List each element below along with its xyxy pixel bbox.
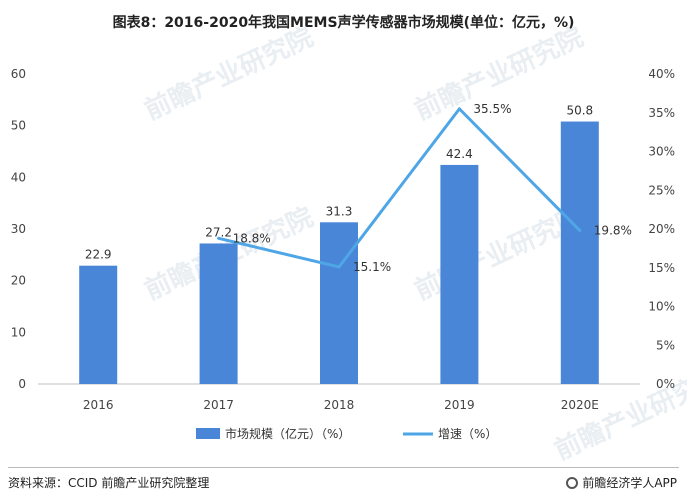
growth-value-label: 18.8% — [233, 231, 271, 245]
left-axis-tick-label: 20 — [11, 274, 26, 288]
x-axis-tick-label: 2017 — [203, 398, 234, 412]
bar-value-label: 22.9 — [85, 248, 112, 262]
growth-value-label: 35.5% — [473, 102, 511, 116]
bar — [320, 222, 358, 384]
x-axis-tick-label: 2020E — [561, 398, 599, 412]
left-axis-tick-label: 40 — [11, 170, 26, 184]
growth-point — [337, 265, 341, 269]
brand-logo-icon — [566, 476, 579, 489]
bar-value-label: 27.2 — [205, 225, 232, 239]
growth-point — [217, 236, 221, 240]
x-axis-tick-label: 2016 — [83, 398, 114, 412]
chart-title: 图表8：2016-2020年我国MEMS声学传感器市场规模(单位：亿元，%) — [112, 15, 575, 31]
bar — [440, 164, 479, 384]
brand-name: 前瞻经济学人APP — [582, 476, 677, 490]
growth-line — [218, 107, 581, 269]
right-axis-tick-label: 10% — [648, 300, 675, 314]
watermark-text: 前瞻产业研究院 — [140, 21, 318, 126]
growth-line-series: 18.8% 15.1% 35.5% 19.8% — [217, 102, 632, 274]
left-axis-ticks: 0 10 20 30 40 50 60 — [11, 67, 26, 391]
right-axis-tick-label: 30% — [648, 145, 675, 159]
legend-line-label: 增速（%） — [438, 427, 497, 441]
bar-value-label: 42.4 — [446, 147, 473, 161]
bar-series — [79, 121, 599, 385]
x-axis-tick-label: 2018 — [324, 398, 355, 412]
growth-point — [578, 229, 582, 233]
growth-point — [457, 107, 461, 111]
legend: 市场规模（亿元）（%） 增速（%） — [196, 426, 497, 441]
source-note: 资料来源：CCID 前瞻产业研究院整理 — [8, 476, 210, 490]
x-axis-ticks: 2016 2017 2018 2019 2020E — [83, 398, 599, 412]
legend-bar-swatch — [196, 428, 220, 439]
bar — [560, 121, 599, 385]
right-axis-tick-label: 0% — [656, 377, 675, 391]
bar — [79, 265, 118, 384]
growth-value-label: 15.1% — [353, 260, 391, 274]
right-axis-tick-label: 15% — [648, 261, 675, 275]
left-axis-tick-label: 30 — [11, 222, 26, 236]
brand-mark: 前瞻经济学人APP — [566, 474, 677, 491]
footer-divider — [8, 467, 679, 468]
bar — [199, 243, 238, 384]
left-axis-tick-label: 10 — [11, 325, 26, 339]
x-axis-tick-label: 2019 — [444, 398, 475, 412]
legend-bar-label: 市场规模（亿元）（%） — [225, 426, 350, 441]
left-axis-tick-label: 0 — [18, 377, 26, 391]
right-axis-tick-label: 5% — [656, 338, 675, 352]
right-axis-tick-label: 35% — [648, 106, 675, 120]
bar-value-label: 50.8 — [566, 104, 593, 118]
right-axis-tick-label: 25% — [648, 183, 675, 197]
left-axis-tick-label: 60 — [11, 67, 26, 81]
growth-value-label: 19.8% — [594, 224, 632, 238]
right-axis-tick-label: 40% — [648, 67, 675, 81]
right-axis-tick-label: 20% — [648, 222, 675, 236]
left-axis-tick-label: 50 — [11, 119, 26, 133]
bar-value-label: 31.3 — [326, 204, 353, 218]
bar-value-labels: 22.9 27.2 31.3 42.4 50.8 — [85, 104, 593, 262]
right-axis-ticks: 0% 5% 10% 15% 20% 25% 30% 35% 40% — [648, 67, 675, 391]
